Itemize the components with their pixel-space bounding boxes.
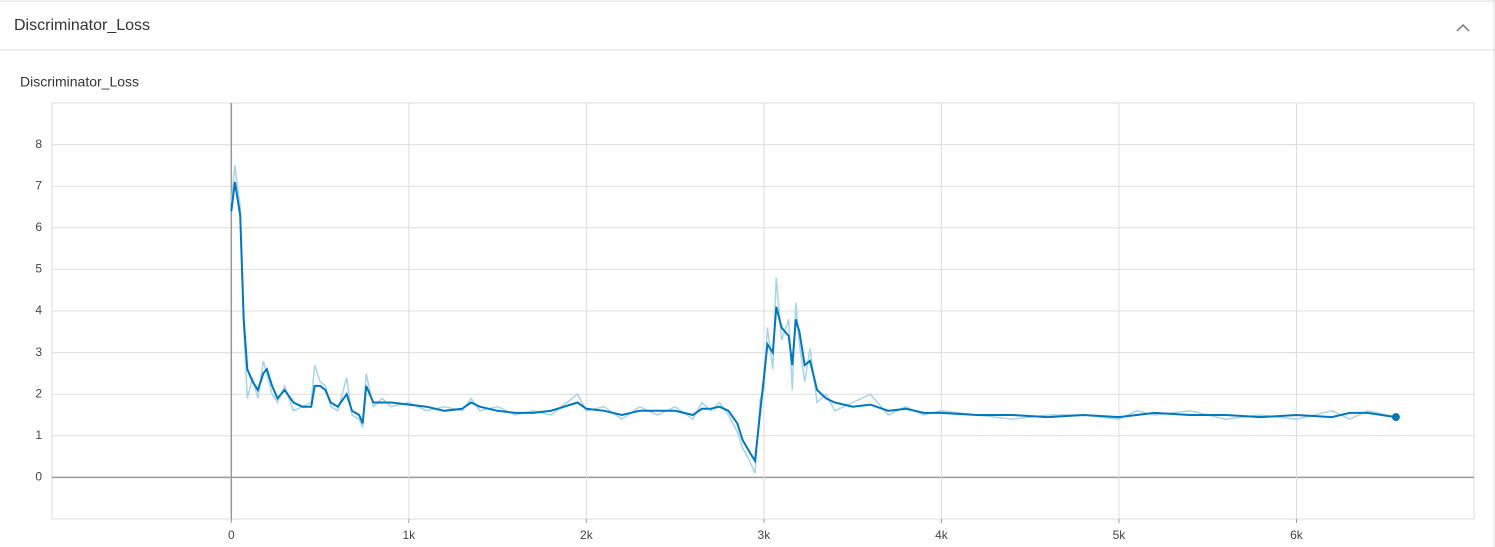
y-tick-label: 3: [35, 345, 42, 359]
series-line: [230, 181, 1397, 464]
x-tick-label: 6k: [1290, 528, 1304, 542]
y-tick-label: 7: [35, 178, 42, 192]
x-tick-label: 0: [228, 528, 235, 542]
x-tick-label: 5k: [1113, 528, 1127, 542]
y-tick-label: 5: [35, 262, 42, 276]
last-point: [1391, 413, 1400, 422]
y-tick-label: 0: [35, 470, 42, 484]
y-tick-label: 4: [35, 303, 42, 317]
y-tick-label: 8: [35, 137, 42, 151]
y-tick-label: 6: [35, 220, 42, 234]
chart-title: Discriminator_Loss: [20, 74, 139, 90]
section-title: Discriminator_Loss: [14, 17, 150, 34]
plot: 0 1 2 3 4 5 6 7 8 0 1k 2k 3k 4k 5k 6k: [35, 102, 1475, 542]
y-tick-label: 2: [35, 386, 42, 400]
collapse-button[interactable]: [1456, 23, 1470, 32]
y-tick-label: 1: [35, 428, 42, 442]
x-tick-label: 3k: [758, 528, 772, 542]
x-tick-label: 2k: [580, 528, 594, 542]
x-tick-label: 1k: [402, 528, 416, 542]
x-tick-label: 4k: [935, 528, 949, 542]
